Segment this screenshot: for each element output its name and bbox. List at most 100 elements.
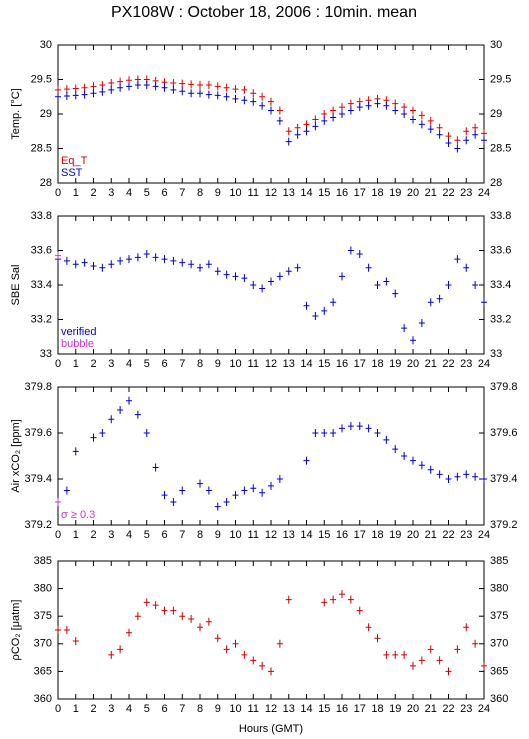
data-point [481,661,487,670]
data-point [481,129,487,138]
y-axis-label: Air xCO₂ [ppm] [10,419,22,492]
x-tick-label: 15 [318,358,330,370]
data-point [276,116,283,125]
data-point [152,463,159,472]
x-tick-label: 3 [108,529,114,541]
y-tick-label-right: 29.5 [490,73,511,85]
data-point [99,429,106,437]
data-point [81,90,88,99]
x-axis-label: Hours (GMT) [239,723,303,735]
data-point [90,82,97,91]
y-tick-label-right: 379.2 [490,519,518,531]
data-point [303,120,310,129]
data-point [321,306,328,315]
x-tick-label: 0 [55,358,61,370]
data-point [445,281,452,289]
data-point [339,110,345,118]
data-point [418,461,425,470]
data-point [63,92,70,101]
data-point [303,456,310,465]
y-tick-label-right: 360 [490,693,508,705]
x-tick-label: 4 [126,187,132,199]
data-point [232,94,239,103]
data-point [374,99,381,108]
y-tick-label-right: 379.4 [490,473,518,485]
x-tick-label: 2 [90,187,96,199]
x-tick-label: 18 [371,358,383,370]
data-point [126,628,132,637]
data-point [410,661,416,670]
data-point [72,260,79,269]
x-tick-label: 13 [283,703,295,715]
data-point [188,614,195,623]
x-tick-label: 20 [407,703,419,715]
data-point [365,263,372,272]
data-point [161,83,168,92]
data-point [197,81,203,90]
plot-frame [57,560,485,700]
y-tick-label-right: 33.4 [490,279,511,291]
data-point [365,101,372,110]
x-tick-label: 16 [336,187,348,199]
data-point [63,486,70,495]
data-point [401,324,408,333]
data-point [55,85,61,94]
x-tick-label: 6 [161,529,167,541]
x-tick-label: 6 [161,358,167,370]
x-tick-label: 20 [407,358,419,370]
data-point [63,626,70,634]
data-point [445,132,452,141]
y-tick-label-right: 365 [490,665,508,677]
data-point [117,645,124,654]
data-point [268,277,274,286]
x-tick-label: 20 [407,529,419,541]
x-tick-label: 12 [265,703,277,715]
y-tick-label-right: 33.2 [490,313,511,325]
data-point [232,85,239,94]
data-point [179,612,186,621]
x-tick-label: 14 [300,703,312,715]
x-tick-label: 22 [442,187,454,199]
data-point [454,136,461,145]
y-tick-label-right: 385 [490,555,508,567]
legend-entry: SST [61,167,83,179]
x-tick-label: 8 [197,703,203,715]
data-point [481,298,487,307]
data-point [268,667,274,676]
x-tick-label: 8 [197,187,203,199]
data-point [268,481,274,490]
data-point [259,92,266,101]
data-point [445,475,452,483]
x-tick-label: 12 [265,529,277,541]
data-point [401,103,408,112]
x-tick-label: 16 [336,529,348,541]
data-point [152,601,159,610]
x-tick-label: 19 [389,187,401,199]
data-point [427,298,434,307]
x-tick-label: 14 [300,358,312,370]
data-point [126,396,132,405]
data-point [90,433,97,442]
x-tick-label: 18 [371,187,383,199]
data-point [463,136,470,145]
x-tick-label: 2 [90,703,96,715]
data-point [161,255,168,264]
data-point [232,272,239,281]
y-tick-label-right: 33.6 [490,244,511,256]
data-point [197,479,203,488]
data-point [427,125,434,134]
data-point [55,251,61,260]
x-tick-label: 24 [478,703,490,715]
data-point [339,424,345,433]
x-tick-label: 23 [460,358,472,370]
x-tick-label: 16 [336,703,348,715]
legend-entry: σ ≥ 0.3 [61,509,95,521]
data-point [356,422,363,431]
x-tick-label: 5 [144,187,150,199]
data-point [427,645,434,654]
legend-entry: bubble [61,338,94,350]
y-tick-label: 360 [34,693,52,705]
x-tick-label: 15 [318,703,330,715]
data-point [418,318,425,327]
data-point [99,263,106,272]
